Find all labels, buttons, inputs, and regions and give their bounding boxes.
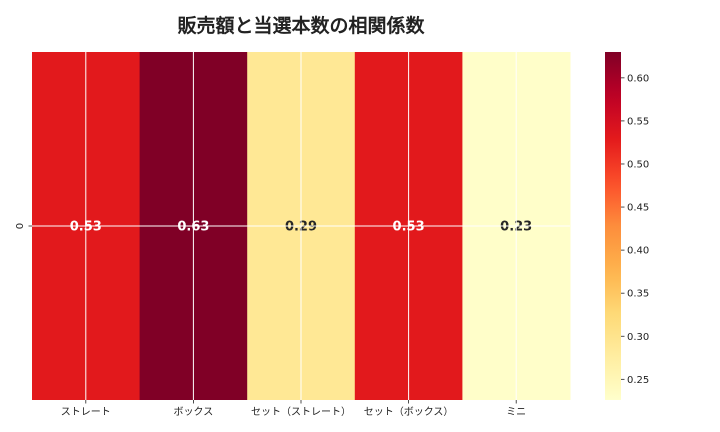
colorbar-gradient xyxy=(605,52,621,400)
colorbar-tick-label: 0.40 xyxy=(627,246,649,257)
x-tick-label: セット（ストレート） xyxy=(251,406,351,418)
heatmap-gridlines xyxy=(32,52,570,400)
x-tick-label: ミニ xyxy=(506,407,526,418)
x-axis-ticks: ストレート ボックス セット（ストレート） セット（ボックス） ミニ xyxy=(61,400,526,418)
x-tick-label: ストレート xyxy=(61,407,111,418)
chart-title: 販売額と当選本数の相関係数 xyxy=(177,14,425,37)
colorbar-tick-label: 0.50 xyxy=(627,159,649,170)
colorbar-tick-label: 0.30 xyxy=(627,332,649,343)
x-tick-label: セット（ボックス） xyxy=(364,406,454,418)
colorbar-tick-label: 0.25 xyxy=(627,375,649,386)
colorbar-tick-label: 0.35 xyxy=(627,289,649,300)
colorbar: 0.25 0.30 0.35 0.40 0.45 0.50 0.55 0.60 xyxy=(605,52,649,400)
colorbar-tick-label: 0.45 xyxy=(627,203,649,214)
x-tick-label: ボックス xyxy=(174,406,214,418)
colorbar-tick-label: 0.60 xyxy=(627,73,649,84)
y-axis-ticks: 0 xyxy=(15,223,32,229)
colorbar-tick-label: 0.55 xyxy=(627,116,649,127)
y-tick-label: 0 xyxy=(15,223,26,229)
